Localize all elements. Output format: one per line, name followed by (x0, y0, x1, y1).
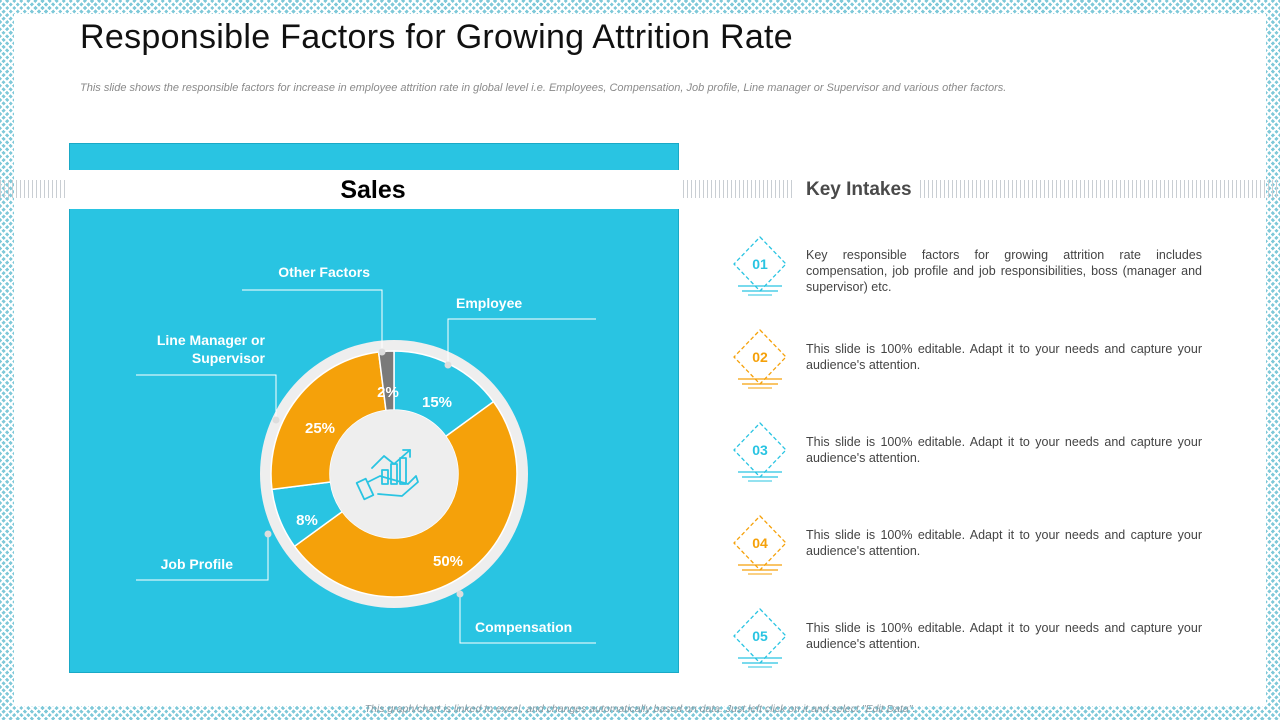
category-label-other-factors: Other Factors (278, 264, 370, 280)
category-label-line-manager-or-supervisor: Line Manager or Supervisor (157, 332, 266, 366)
leader-dot-other-factors (378, 348, 386, 356)
chart-header: Sales (66, 170, 680, 209)
diamond-badge-icon: 01 (733, 236, 787, 296)
donut-center (330, 410, 458, 538)
key-intake-item-05: 05 This slide is 100% editable. Adapt it … (728, 605, 1208, 675)
value-label-employee: 15% (422, 394, 452, 411)
key-intake-item-03: 03 This slide is 100% editable. Adapt it … (728, 419, 1208, 489)
key-intake-number: 03 (752, 442, 768, 458)
leader-dot-employee (444, 361, 452, 369)
key-intake-text: This slide is 100% editable. Adapt it to… (806, 342, 1202, 372)
key-intake-text: This slide is 100% editable. Adapt it to… (806, 528, 1202, 558)
key-intake-text: This slide is 100% editable. Adapt it to… (806, 621, 1202, 651)
key-intake-item-02: 02 This slide is 100% editable. Adapt it … (728, 326, 1208, 396)
diamond-badge-icon: 05 (733, 608, 787, 668)
key-intake-number: 01 (752, 256, 768, 272)
key-intake-number: 05 (752, 628, 768, 644)
leader-dot-compensation (456, 590, 464, 598)
footer-note: This graph/chart is linked to excel, and… (364, 703, 916, 715)
leader-line-compensation (459, 594, 596, 644)
leader-line-job-profile (136, 534, 269, 581)
decorative-stripes-left (0, 180, 66, 198)
key-intake-text: Key responsible factors for growing attr… (806, 248, 1202, 294)
key-intake-number: 04 (752, 535, 768, 551)
chart-panel[interactable]: 15% 50% 8% 25% 2% Employee Compensation Job Pro… (69, 143, 679, 673)
key-intakes-title: Key Intakes (806, 179, 912, 200)
decorative-stripes-middle (683, 180, 795, 198)
page-subtitle: This slide shows the responsible factors… (80, 82, 1007, 94)
key-intake-item-04: 04 This slide is 100% editable. Adapt it … (728, 512, 1208, 582)
diamond-badge-icon: 03 (733, 422, 787, 482)
value-label-compensation: 50% (433, 553, 463, 570)
value-label-job-profile: 8% (296, 512, 318, 529)
donut-chart[interactable]: 15% 50% 8% 25% 2% Employee Compensation Job Pro… (70, 144, 680, 674)
money-growth-hand-icon (355, 449, 419, 501)
key-intake-item-01: 01 Key responsible factors for growing at… (728, 233, 1208, 303)
leader-dot-line-manager-or-supervisor (272, 416, 280, 424)
leader-line-line-manager-or-supervisor (136, 374, 277, 420)
key-intake-text: This slide is 100% editable. Adapt it to… (806, 435, 1202, 465)
key-intake-number: 02 (752, 349, 768, 365)
category-label-compensation: Compensation (475, 619, 572, 635)
leader-dot-job-profile (264, 530, 272, 538)
category-label-employee: Employee (456, 295, 522, 311)
diamond-badge-icon: 02 (733, 329, 787, 389)
category-label-job-profile: Job Profile (161, 556, 234, 572)
page-title: Responsible Factors for Growing Attritio… (80, 18, 793, 56)
leader-line-other-factors (242, 289, 383, 352)
diamond-badge-icon: 04 (733, 515, 787, 575)
value-label-line-manager-or-supervisor: 25% (305, 420, 335, 437)
decorative-stripes-right (920, 180, 1280, 198)
leader-line-employee (447, 318, 596, 365)
chart-title: Sales (340, 176, 406, 204)
value-label-other-factors: 2% (377, 384, 399, 401)
